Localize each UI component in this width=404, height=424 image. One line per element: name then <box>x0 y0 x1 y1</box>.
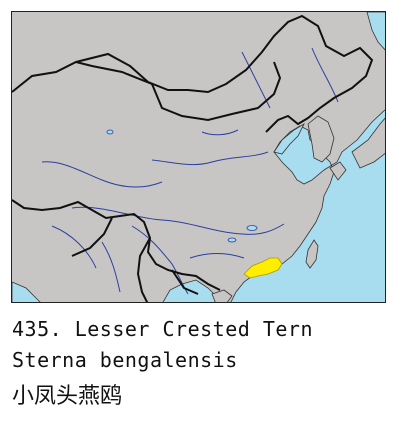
range-area <box>243 257 283 279</box>
range-map <box>11 11 386 303</box>
korea <box>307 115 335 163</box>
borders <box>12 14 374 302</box>
rivers <box>41 47 339 295</box>
species-scientific-name: Sterna bengalensis <box>12 348 238 372</box>
taiwan <box>305 239 319 269</box>
islands <box>211 115 385 302</box>
species-chinese-name: 小凤头燕鸥 <box>12 384 123 409</box>
japan <box>351 117 385 169</box>
species-number-name: 435. Lesser Crested Tern <box>12 317 313 341</box>
hainan <box>211 289 233 302</box>
lakes <box>106 129 258 243</box>
kyushu <box>329 161 347 181</box>
